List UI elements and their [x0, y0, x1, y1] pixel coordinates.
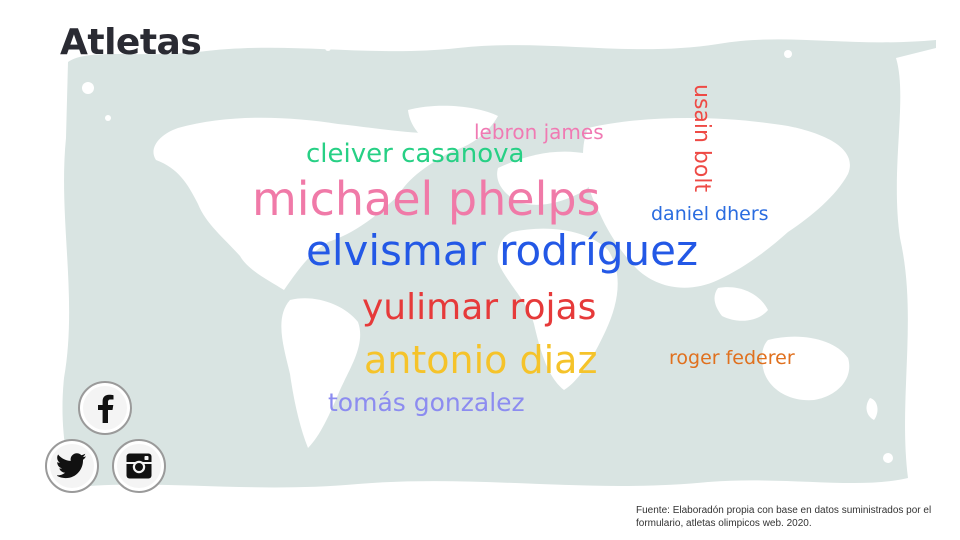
word-daniel-dhers: daniel dhers [651, 203, 769, 225]
word-tomas-gonzalez: tomás gonzalez [328, 388, 525, 417]
asia [583, 118, 850, 288]
twitter-icon [57, 453, 86, 479]
new-zealand [866, 398, 878, 420]
world-map-frame [28, 18, 936, 514]
word-usain-bolt: usain bolt [689, 84, 714, 193]
southeast-asia [714, 287, 768, 321]
australia [761, 336, 850, 401]
word-lebron-james: lebron james [474, 120, 604, 144]
continents [153, 105, 878, 448]
page-title: Atletas [60, 22, 202, 63]
facebook-icon [98, 394, 114, 423]
europe [497, 151, 599, 205]
source-note: Fuente: Elaboradón propia con base en da… [636, 505, 932, 529]
word-cleiver-casanova: cleiver casanova [306, 139, 525, 169]
instagram-button[interactable] [112, 439, 166, 493]
word-antonio-diaz: antonio diaz [364, 338, 598, 382]
world-map [28, 18, 936, 514]
word-yulimar-rojas: yulimar rojas [362, 287, 597, 328]
instagram-icon [126, 453, 152, 479]
greenland [408, 105, 498, 152]
facebook-button[interactable] [78, 381, 132, 435]
twitter-button[interactable] [45, 439, 99, 493]
word-elvismar-rodriguez: elvismar rodríguez [306, 226, 698, 275]
word-michael-phelps: michael phelps [252, 172, 601, 226]
africa [497, 228, 618, 390]
south-america [281, 298, 361, 448]
north-america [153, 117, 458, 290]
word-roger-federer: roger federer [669, 347, 795, 369]
